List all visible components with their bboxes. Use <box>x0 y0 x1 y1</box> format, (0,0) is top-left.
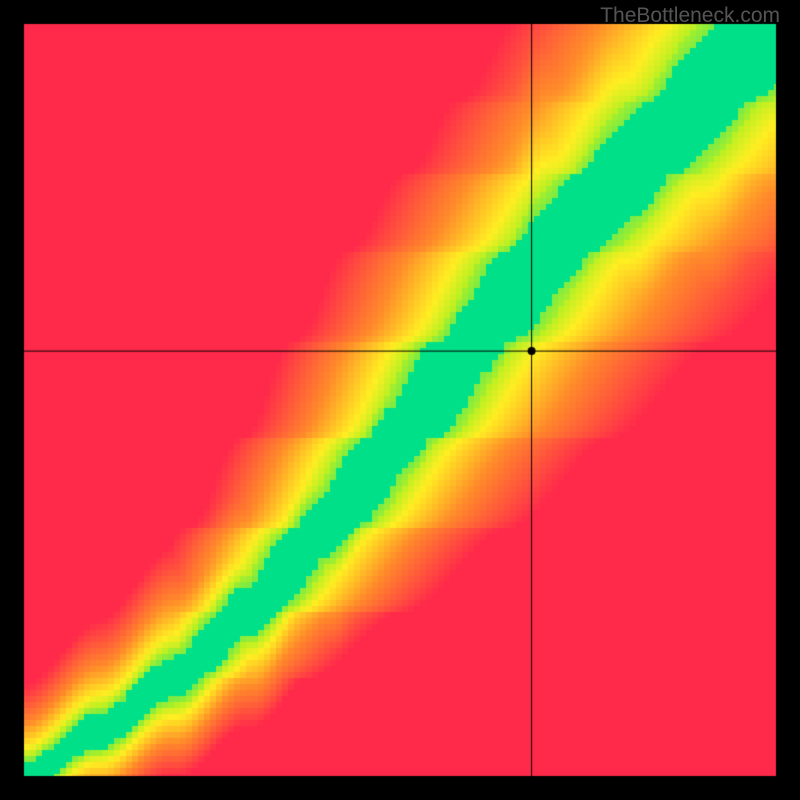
attribution-text: TheBottleneck.com <box>600 4 780 28</box>
bottleneck-heatmap <box>0 0 800 800</box>
chart-container: TheBottleneck.com <box>0 0 800 800</box>
